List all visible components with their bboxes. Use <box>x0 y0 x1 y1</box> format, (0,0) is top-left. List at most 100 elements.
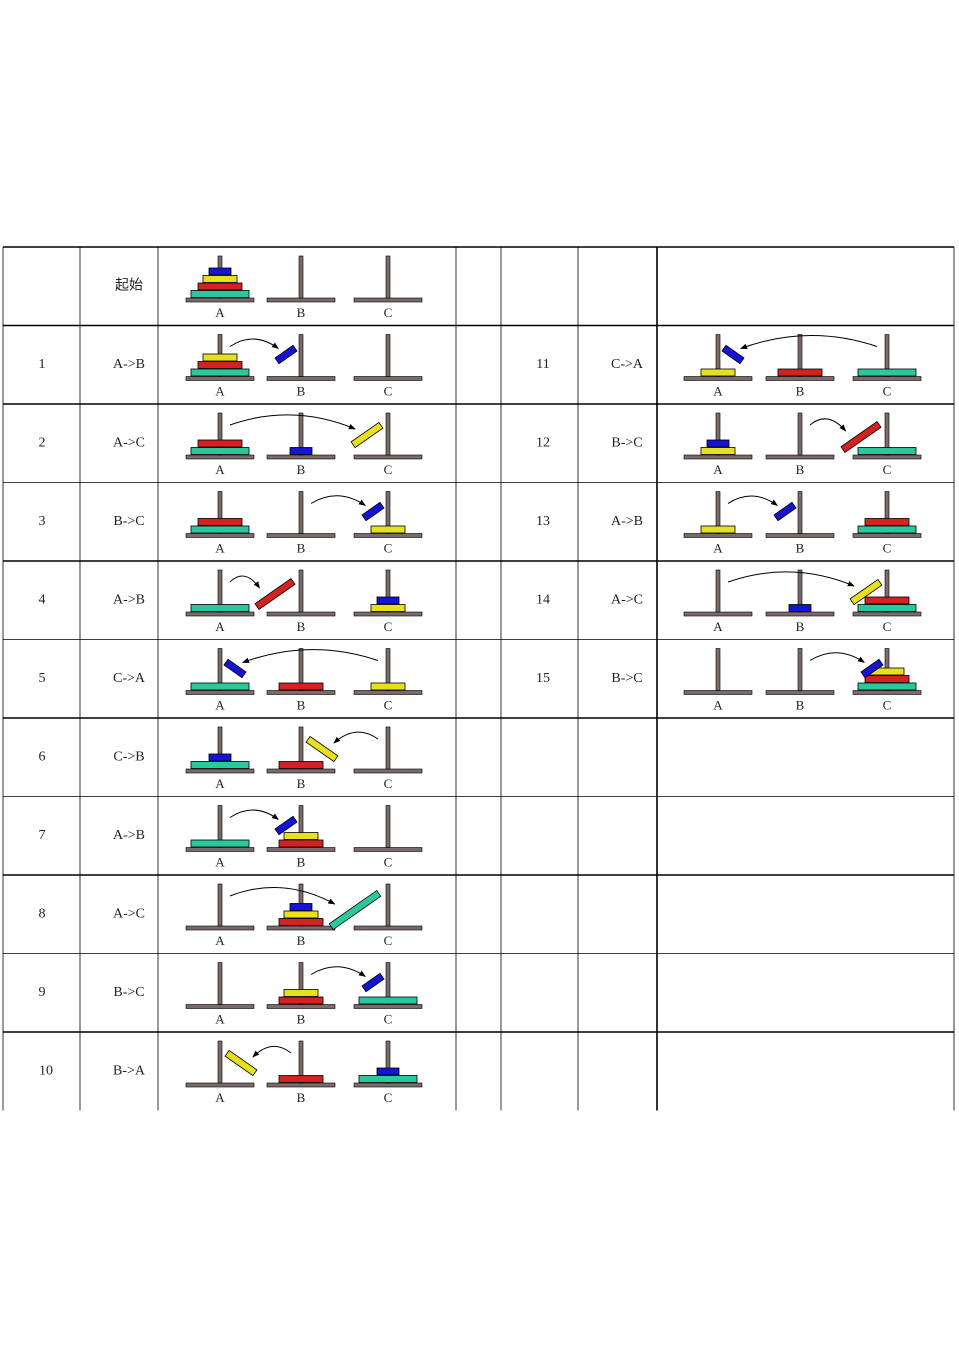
peg-label: A <box>713 540 723 555</box>
disk <box>202 275 238 283</box>
peg-rod <box>298 491 304 534</box>
disk <box>190 447 250 455</box>
peg-label: A <box>215 383 225 398</box>
peg-label: C <box>384 462 393 477</box>
peg-label: B <box>297 1090 306 1105</box>
peg-rod <box>217 412 223 456</box>
step-move: B->C <box>611 435 642 450</box>
move-arrow <box>229 414 356 430</box>
peg-label: A <box>215 1011 225 1026</box>
disk <box>700 525 736 534</box>
step-number: 8 <box>39 906 46 921</box>
disk <box>857 447 917 455</box>
peg-rod <box>217 962 223 1005</box>
step-number: 11 <box>536 357 549 372</box>
moving-disk <box>328 889 382 931</box>
peg-base <box>185 1004 255 1009</box>
step-move: A->C <box>611 592 643 607</box>
disk <box>358 1075 418 1083</box>
peg-label: B <box>796 540 805 555</box>
peg-base <box>266 533 336 538</box>
step-move: A->B <box>113 357 145 372</box>
peg-label: C <box>384 383 393 398</box>
moving-disk <box>361 501 385 522</box>
disk <box>706 439 730 448</box>
disk <box>376 1067 400 1076</box>
peg-base <box>185 690 255 695</box>
step-number: 10 <box>39 1063 53 1078</box>
peg-rod <box>797 334 803 377</box>
peg-rod <box>217 726 223 770</box>
peg-base <box>353 1082 423 1088</box>
disk <box>208 753 232 762</box>
peg-base <box>353 690 423 695</box>
move-arrow <box>727 495 778 506</box>
peg-label: A <box>215 776 225 791</box>
hanoi-diagram: A B C <box>185 569 423 634</box>
hanoi-diagram: A B C <box>185 334 423 398</box>
step-number: 6 <box>39 749 46 764</box>
disk <box>370 682 406 691</box>
peg-label: B <box>297 462 306 477</box>
moving-disk <box>840 420 882 454</box>
peg-base <box>266 1004 336 1009</box>
disk <box>358 996 418 1005</box>
peg-label: B <box>297 540 306 555</box>
peg-base <box>765 376 835 381</box>
peg-label: C <box>883 462 892 477</box>
hanoi-diagram: A B C <box>185 491 423 555</box>
peg-label: B <box>297 305 306 320</box>
peg-base <box>765 611 835 617</box>
disk <box>197 282 243 291</box>
hanoi-diagram: A B C <box>185 726 423 791</box>
moving-disk <box>773 501 797 522</box>
disk <box>857 368 917 377</box>
peg-label: C <box>883 697 892 712</box>
move-arrow <box>229 575 261 589</box>
disk <box>289 447 313 455</box>
disk <box>857 525 917 534</box>
peg-label: B <box>796 462 805 477</box>
moving-disk <box>223 658 247 679</box>
hanoi-diagram: A B C <box>185 1040 423 1105</box>
peg-rod <box>715 334 721 377</box>
peg-rod <box>797 569 803 613</box>
moving-disk <box>350 421 384 449</box>
disk <box>190 604 250 612</box>
peg-base <box>185 768 255 774</box>
peg-base <box>683 376 753 381</box>
disk <box>278 1075 324 1083</box>
disk <box>278 996 324 1005</box>
peg-base <box>353 611 423 617</box>
disk <box>190 290 250 298</box>
peg-base <box>683 690 753 695</box>
peg-rod <box>298 569 304 613</box>
peg-rod <box>715 491 721 534</box>
peg-rod <box>298 1040 304 1084</box>
peg-base <box>683 611 753 617</box>
disk <box>857 604 917 612</box>
step-move: A->C <box>113 435 145 450</box>
peg-base <box>185 533 255 538</box>
peg-rod <box>385 569 391 613</box>
peg-rod <box>884 491 890 534</box>
step-number: 15 <box>536 671 550 686</box>
peg-rod <box>385 962 391 1005</box>
moving-disk <box>274 815 298 836</box>
peg-rod <box>298 726 304 770</box>
moving-disk <box>860 658 884 679</box>
step-number: 9 <box>39 985 46 1000</box>
peg-label: C <box>384 776 393 791</box>
peg-base <box>852 690 922 695</box>
peg-rod <box>217 491 223 534</box>
peg-label: A <box>215 854 225 869</box>
disk <box>197 361 243 369</box>
hanoi-diagram: A B C <box>683 412 922 477</box>
disk <box>197 518 243 526</box>
peg-rod <box>715 569 721 613</box>
disk <box>777 368 823 377</box>
step-move: B->C <box>611 671 642 686</box>
moving-disk <box>849 578 883 606</box>
step-number: 1 <box>39 357 46 372</box>
